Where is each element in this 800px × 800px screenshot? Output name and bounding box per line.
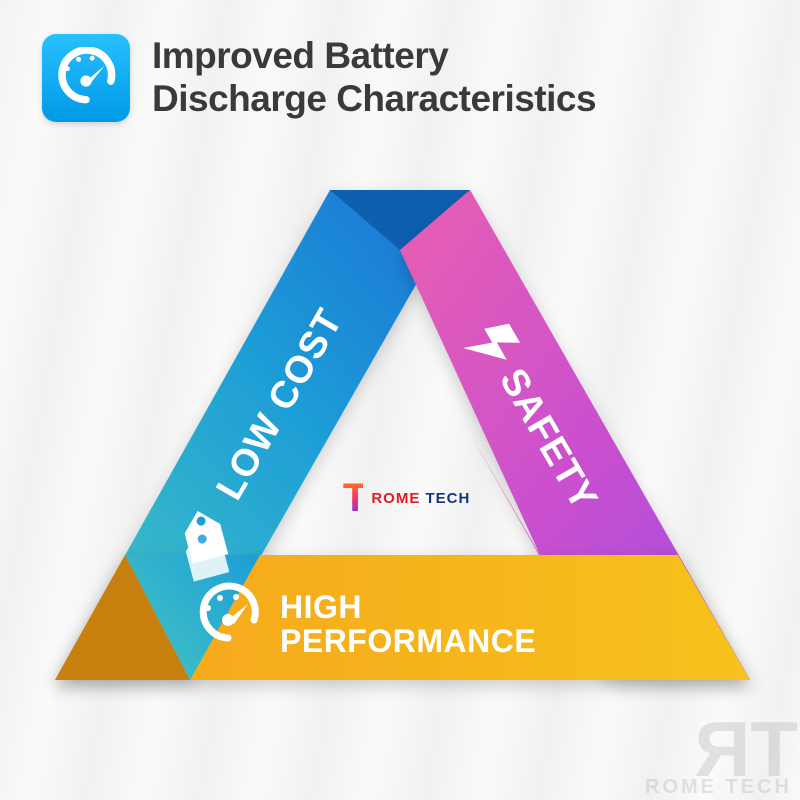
high-performance-line2: PERFORMANCE (280, 623, 536, 659)
logo-mark: RT (318, 476, 363, 521)
triangle-infographic: LOW COST SAFETY HIGH PERFORMANCE (0, 0, 800, 800)
center-logo: RT ROME TECH (318, 476, 470, 521)
watermark-mark: RT (645, 714, 792, 784)
watermark: RT ROME TECH (645, 714, 792, 796)
high-performance-line1: HIGH (280, 589, 362, 625)
logo-text: ROME TECH (371, 490, 470, 507)
